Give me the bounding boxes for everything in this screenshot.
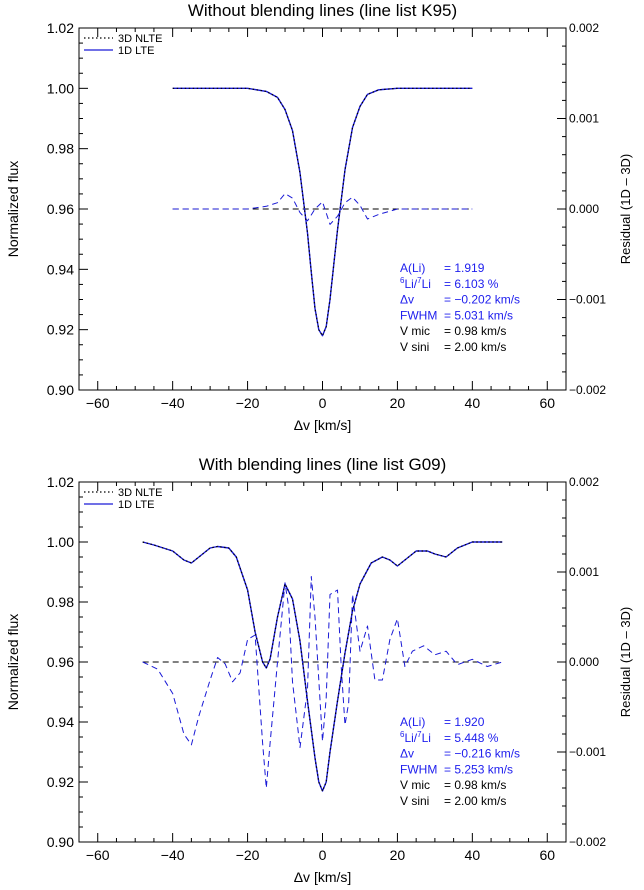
y2-tick-label: −0.001 bbox=[569, 745, 606, 759]
fit-parameters: A(Li) = 1.919 6Li/7Li = 6.103 % Δv = −0.202 k… bbox=[400, 261, 520, 354]
parameter-value: = 2.00 km/s bbox=[444, 340, 506, 354]
isotope-superscript: 7 bbox=[417, 276, 422, 285]
parameter-label: Δv bbox=[400, 293, 414, 307]
parameter-label: 6Li/7Li bbox=[400, 730, 431, 745]
isotope-element: Li/ bbox=[404, 731, 417, 745]
y-tick-label: 0.90 bbox=[47, 834, 74, 850]
x-tick-label: −40 bbox=[161, 847, 185, 863]
parameter-value: = −0.216 km/s bbox=[444, 747, 520, 761]
legend-entry: 1D LTE bbox=[118, 499, 154, 511]
legend-entry: 1D LTE bbox=[118, 45, 154, 57]
y-tick-label: 0.92 bbox=[47, 774, 74, 790]
parameter-value: = 5.448 % bbox=[444, 731, 499, 745]
parameter-label: V mic bbox=[400, 324, 430, 338]
parameter-value: = 6.103 % bbox=[444, 277, 499, 291]
y-tick-label: 0.94 bbox=[47, 261, 74, 277]
parameter-value: = 5.253 km/s bbox=[444, 762, 513, 776]
y-tick-label: 0.96 bbox=[47, 201, 74, 217]
x-tick-label: −40 bbox=[161, 395, 185, 411]
parameter-label: V sini bbox=[400, 794, 429, 808]
series-3d-nlte-line bbox=[142, 541, 503, 792]
y2-tick-label: 0.000 bbox=[569, 202, 599, 216]
y-tick-label: 1.00 bbox=[47, 80, 74, 96]
y2-tick-label: 0.000 bbox=[569, 655, 599, 669]
x-tick-label: 0 bbox=[319, 395, 327, 411]
y2-axis-label: Residual (1D – 3D) bbox=[618, 607, 633, 718]
series-1d-lte-line bbox=[172, 87, 473, 337]
chart-panel-1: Without blending lines (line list K95) −6… bbox=[5, 1, 633, 433]
x-tick-label: 60 bbox=[539, 395, 555, 411]
y2-tick-label: 0.002 bbox=[569, 21, 599, 35]
parameter-value: = 1.920 bbox=[444, 715, 485, 729]
x-tick-label: −60 bbox=[86, 847, 110, 863]
y2-tick-label: 0.001 bbox=[569, 112, 599, 126]
fit-parameters: A(Li) = 1.920 6Li/7Li = 5.448 % Δv = −0.216 k… bbox=[400, 715, 520, 808]
y2-tick-label: 0.002 bbox=[569, 475, 599, 489]
parameter-value: = −0.202 km/s bbox=[444, 293, 520, 307]
y-tick-label: 0.98 bbox=[47, 594, 74, 610]
parameter-label: FWHM bbox=[400, 308, 437, 322]
chart-title: With blending lines (line list G09) bbox=[199, 455, 447, 474]
parameter-label: V sini bbox=[400, 340, 429, 354]
parameter-label: 6Li/7Li bbox=[400, 276, 431, 291]
isotope-element: Li bbox=[422, 731, 431, 745]
y2-tick-label: −0.002 bbox=[569, 383, 606, 397]
x-tick-label: 20 bbox=[390, 847, 406, 863]
x-tick-label: 40 bbox=[465, 395, 481, 411]
y-tick-label: 1.00 bbox=[47, 534, 74, 550]
y-tick-label: 0.90 bbox=[47, 382, 74, 398]
parameter-label: FWHM bbox=[400, 762, 437, 776]
parameter-value: = 5.031 km/s bbox=[444, 308, 513, 322]
x-axis-label: Δv [km/s] bbox=[294, 869, 352, 885]
y-tick-label: 0.92 bbox=[47, 322, 74, 338]
chart-title: Without blending lines (line list K95) bbox=[188, 1, 457, 20]
isotope-superscript: 6 bbox=[400, 276, 405, 285]
isotope-element: Li/ bbox=[404, 277, 417, 291]
parameter-label: A(Li) bbox=[400, 715, 425, 729]
x-tick-label: −20 bbox=[236, 395, 260, 411]
y-tick-label: 0.96 bbox=[47, 654, 74, 670]
series-residual-line bbox=[142, 576, 503, 789]
series-3d-nlte-line bbox=[172, 87, 473, 337]
y2-axis-label: Residual (1D – 3D) bbox=[618, 154, 633, 265]
y-axis-label: Normalized flux bbox=[5, 161, 21, 257]
parameter-label: A(Li) bbox=[400, 261, 425, 275]
x-tick-label: 40 bbox=[465, 847, 481, 863]
isotope-element: Li bbox=[422, 277, 431, 291]
parameter-value: = 0.98 km/s bbox=[444, 324, 506, 338]
x-tick-label: 20 bbox=[390, 395, 406, 411]
series-residual-line bbox=[172, 193, 473, 225]
y-axis-label: Normalized flux bbox=[5, 614, 21, 710]
parameter-value: = 0.98 km/s bbox=[444, 778, 506, 792]
y-tick-label: 1.02 bbox=[47, 20, 74, 36]
isotope-superscript: 6 bbox=[400, 730, 405, 739]
isotope-superscript: 7 bbox=[417, 730, 422, 739]
chart-panel-2: With blending lines (line list G09) −60 −4… bbox=[5, 455, 633, 885]
legend-entry: 3D NLTE bbox=[118, 33, 162, 45]
parameter-label: Δv bbox=[400, 747, 414, 761]
y2-tick-label: −0.002 bbox=[569, 835, 606, 849]
x-tick-label: −20 bbox=[236, 847, 260, 863]
y2-tick-label: −0.001 bbox=[569, 293, 606, 307]
x-tick-label: 0 bbox=[319, 847, 327, 863]
y-tick-label: 1.02 bbox=[47, 474, 74, 490]
y-tick-label: 0.98 bbox=[47, 141, 74, 157]
parameter-value: = 2.00 km/s bbox=[444, 794, 506, 808]
parameter-value: = 1.919 bbox=[444, 261, 485, 275]
y2-tick-label: 0.001 bbox=[569, 565, 599, 579]
parameter-label: V mic bbox=[400, 778, 430, 792]
legend-entry: 3D NLTE bbox=[118, 487, 162, 499]
x-tick-label: −60 bbox=[86, 395, 110, 411]
y-tick-label: 0.94 bbox=[47, 714, 74, 730]
x-axis-label: Δv [km/s] bbox=[294, 417, 352, 433]
x-tick-label: 60 bbox=[539, 847, 555, 863]
